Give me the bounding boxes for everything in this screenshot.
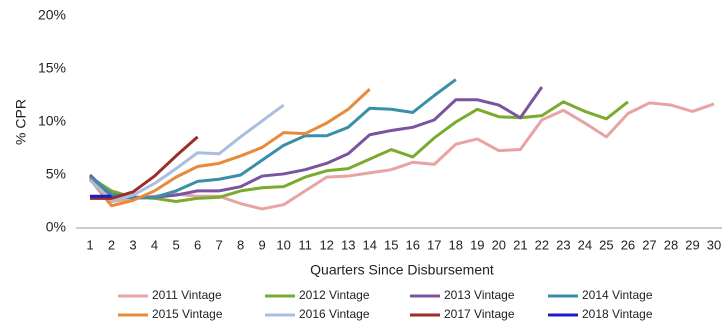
x-tick-label: 10: [276, 237, 290, 252]
x-tick-label: 4: [151, 237, 158, 252]
x-tick-label: 27: [642, 237, 656, 252]
legend-label: 2012 Vintage: [299, 288, 370, 302]
x-tick-label: 23: [556, 237, 570, 252]
series-line: [89, 78, 457, 200]
x-tick-label: 26: [621, 237, 635, 252]
x-tick-label: 20: [492, 237, 506, 252]
x-tick-label: 28: [664, 237, 678, 252]
x-tick-label: 29: [685, 237, 699, 252]
legend-label: 2011 Vintage: [152, 288, 222, 302]
y-tick-label: 0%: [46, 219, 66, 235]
x-tick-label: 13: [341, 237, 355, 252]
x-tick-label: 16: [406, 237, 420, 252]
x-tick-label: 9: [259, 237, 266, 252]
x-axis-label: Quarters Since Disbursement: [310, 262, 494, 278]
x-tick-label: 7: [215, 237, 222, 252]
legend-label: 2015 Vintage: [152, 307, 223, 321]
legend-label: 2016 Vintage: [299, 307, 370, 321]
x-tick-label: 18: [449, 237, 463, 252]
series-line: [89, 100, 629, 203]
legend-label: 2018 Vintage: [582, 307, 653, 321]
x-tick-label: 19: [470, 237, 484, 252]
series-line: [90, 135, 199, 200]
legend-label: 2013 Vintage: [444, 288, 515, 302]
series-line: [88, 88, 371, 208]
legend-label: 2014 Vintage: [582, 288, 653, 302]
y-tick-label: 20%: [38, 7, 66, 23]
x-tick-label: 15: [384, 237, 398, 252]
x-tick-label: 1: [86, 237, 93, 252]
series-line: [88, 101, 715, 211]
x-tick-label: 5: [172, 237, 179, 252]
y-axis-label: % CPR: [13, 99, 29, 145]
x-tick-label: 2: [108, 237, 115, 252]
x-tick-label: 14: [362, 237, 376, 252]
series-line: [88, 103, 285, 202]
series-line: [88, 86, 544, 199]
y-tick-label: 15%: [38, 60, 66, 76]
x-tick-label: 11: [298, 237, 312, 252]
x-tick-label: 6: [194, 237, 201, 252]
y-tick-label: 5%: [46, 166, 66, 182]
x-tick-label: 3: [129, 237, 136, 252]
x-tick-label: 22: [535, 237, 549, 252]
x-tick-label: 21: [513, 237, 527, 252]
x-tick-label: 17: [427, 237, 441, 252]
x-tick-label: 8: [237, 237, 244, 252]
x-tick-label: 30: [707, 237, 721, 252]
x-tick-label: 24: [578, 237, 592, 252]
x-tick-label: 12: [319, 237, 333, 252]
legend-label: 2017 Vintage: [444, 307, 515, 321]
y-tick-label: 10%: [38, 113, 66, 129]
x-tick-label: 25: [599, 237, 613, 252]
